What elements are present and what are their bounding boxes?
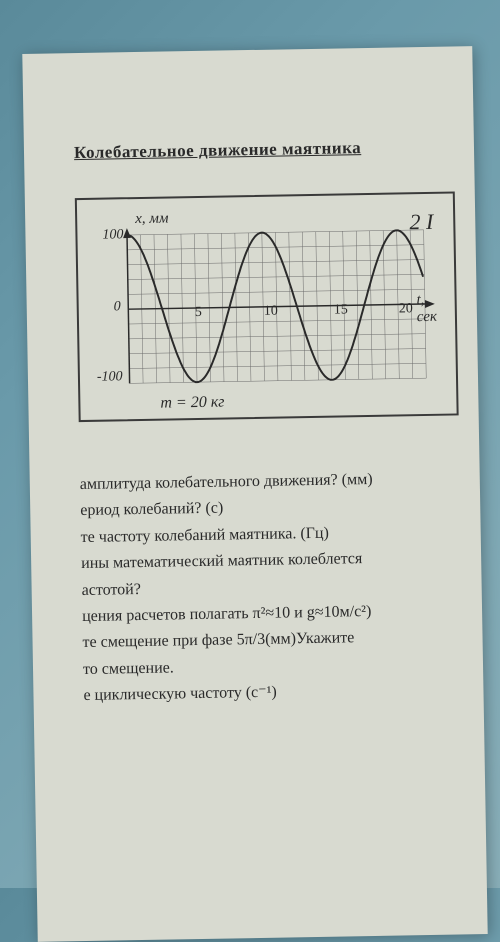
mass-label: m = 20 кг <box>160 394 224 413</box>
x-unit-top: t, <box>416 292 424 308</box>
x-tick-10: 10 <box>264 304 278 320</box>
oscillation-chart: 2 I x, мм t, сек 100 0 -100 5 10 15 20 <box>75 191 459 422</box>
y-axis-label: x, мм <box>135 210 169 228</box>
page-title: Колебательное движение маятника <box>74 137 444 163</box>
chart-inner: x, мм t, сек 100 0 -100 5 10 15 20 <box>87 204 446 410</box>
x-unit-bottom: сек <box>417 309 437 325</box>
y-tick-0: 0 <box>114 299 121 315</box>
x-axis-label: t, сек <box>416 292 437 326</box>
paper-page: Колебательное движение маятника 2 I x, м… <box>22 46 487 942</box>
x-tick-20: 20 <box>399 301 413 317</box>
x-tick-5: 5 <box>195 305 202 321</box>
y-tick-neg100: -100 <box>97 369 123 385</box>
questions-block: амплитуда колебательного движения? (мм) … <box>80 466 454 710</box>
x-tick-15: 15 <box>334 302 348 318</box>
y-tick-100: 100 <box>102 227 123 243</box>
question-line: е циклическую частоту (с⁻¹) <box>83 677 453 710</box>
